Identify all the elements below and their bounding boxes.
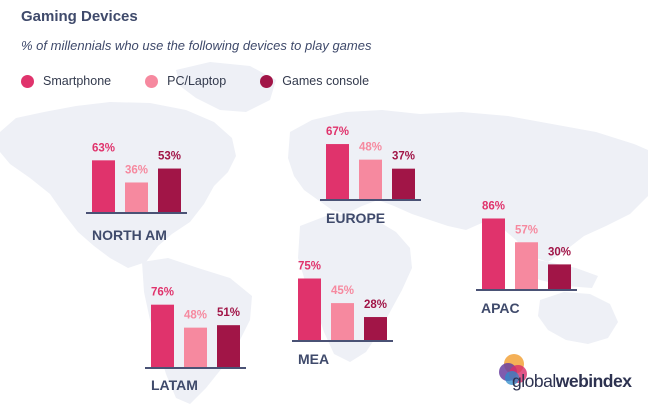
bar-mea-pc-laptop xyxy=(331,303,354,340)
chart-title: Gaming Devices xyxy=(21,8,138,25)
chart-legend: Smartphone PC/Laptop Games console xyxy=(21,74,403,88)
bar-north-am-smartphone xyxy=(92,160,115,212)
bar-europe-smartphone xyxy=(326,144,349,199)
bar-apac-smartphone xyxy=(482,218,505,289)
region-chart-europe: 67% 48% 37% EUROPE xyxy=(320,126,421,226)
legend-label-pc-laptop: PC/Laptop xyxy=(167,74,227,88)
bar-north-am-pc-laptop xyxy=(125,182,148,212)
value-label-apac-games-console: 30% xyxy=(548,246,571,258)
region-chart-latam: 76% 48% 51% LATAM xyxy=(145,287,246,393)
legend-label-smartphone: Smartphone xyxy=(43,74,112,88)
legend-swatch-pc-laptop xyxy=(145,74,159,88)
value-label-north-am-games-console: 53% xyxy=(158,151,181,163)
bar-mea-smartphone xyxy=(298,278,321,340)
bar-north-am-games-console xyxy=(158,168,181,212)
bar-latam-games-console xyxy=(217,325,240,367)
logo-text-webindex: webindex xyxy=(555,371,632,391)
bar-europe-pc-laptop xyxy=(359,159,382,199)
value-label-mea-pc-laptop: 45% xyxy=(331,285,354,297)
region-chart-mea: 75% 45% 28% MEA xyxy=(292,261,393,367)
value-label-latam-pc-laptop: 48% xyxy=(184,310,207,322)
value-label-apac-smartphone: 86% xyxy=(482,200,505,212)
value-label-north-am-pc-laptop: 36% xyxy=(125,164,148,176)
globalwebindex-logo: globalwebindex xyxy=(496,352,646,396)
logo-wordmark: globalwebindex xyxy=(512,371,632,392)
region-chart-apac: 86% 57% 30% APAC xyxy=(476,200,577,316)
legend-item-smartphone: Smartphone xyxy=(21,74,111,88)
legend-swatch-smartphone xyxy=(21,74,34,88)
value-label-europe-games-console: 37% xyxy=(392,151,415,163)
region-label-north-am: NORTH AM xyxy=(92,227,167,243)
bar-latam-smartphone xyxy=(151,304,174,367)
logo-text-global: global xyxy=(512,371,556,391)
bar-mea-games-console xyxy=(364,317,387,340)
region-label-apac: APAC xyxy=(481,300,520,316)
bar-apac-pc-laptop xyxy=(515,242,538,289)
value-label-apac-pc-laptop: 57% xyxy=(515,224,538,236)
region-label-europe: EUROPE xyxy=(326,210,385,226)
bar-apac-games-console xyxy=(548,264,571,289)
legend-item-pc-laptop: PC/Laptop xyxy=(145,74,226,88)
bar-latam-pc-laptop xyxy=(184,327,207,367)
value-label-mea-games-console: 28% xyxy=(364,299,387,311)
value-label-latam-smartphone: 76% xyxy=(151,287,174,299)
legend-label-games-console: Games console xyxy=(282,74,370,88)
region-chart-north-am: 63% 36% 53% NORTH AM xyxy=(86,142,187,243)
value-label-europe-pc-laptop: 48% xyxy=(359,142,382,154)
legend-item-games-console: Games console xyxy=(260,74,369,88)
bar-europe-games-console xyxy=(392,168,415,199)
region-label-latam: LATAM xyxy=(151,377,198,393)
logo-mark-icon xyxy=(499,354,527,385)
value-label-latam-games-console: 51% xyxy=(217,307,240,319)
legend-swatch-games-console xyxy=(260,74,274,88)
region-label-mea: MEA xyxy=(298,351,329,367)
chart-subtitle: % of millennials who use the following d… xyxy=(21,38,372,53)
value-label-north-am-smartphone: 63% xyxy=(92,142,115,154)
value-label-mea-smartphone: 75% xyxy=(298,261,321,273)
value-label-europe-smartphone: 67% xyxy=(326,126,349,138)
